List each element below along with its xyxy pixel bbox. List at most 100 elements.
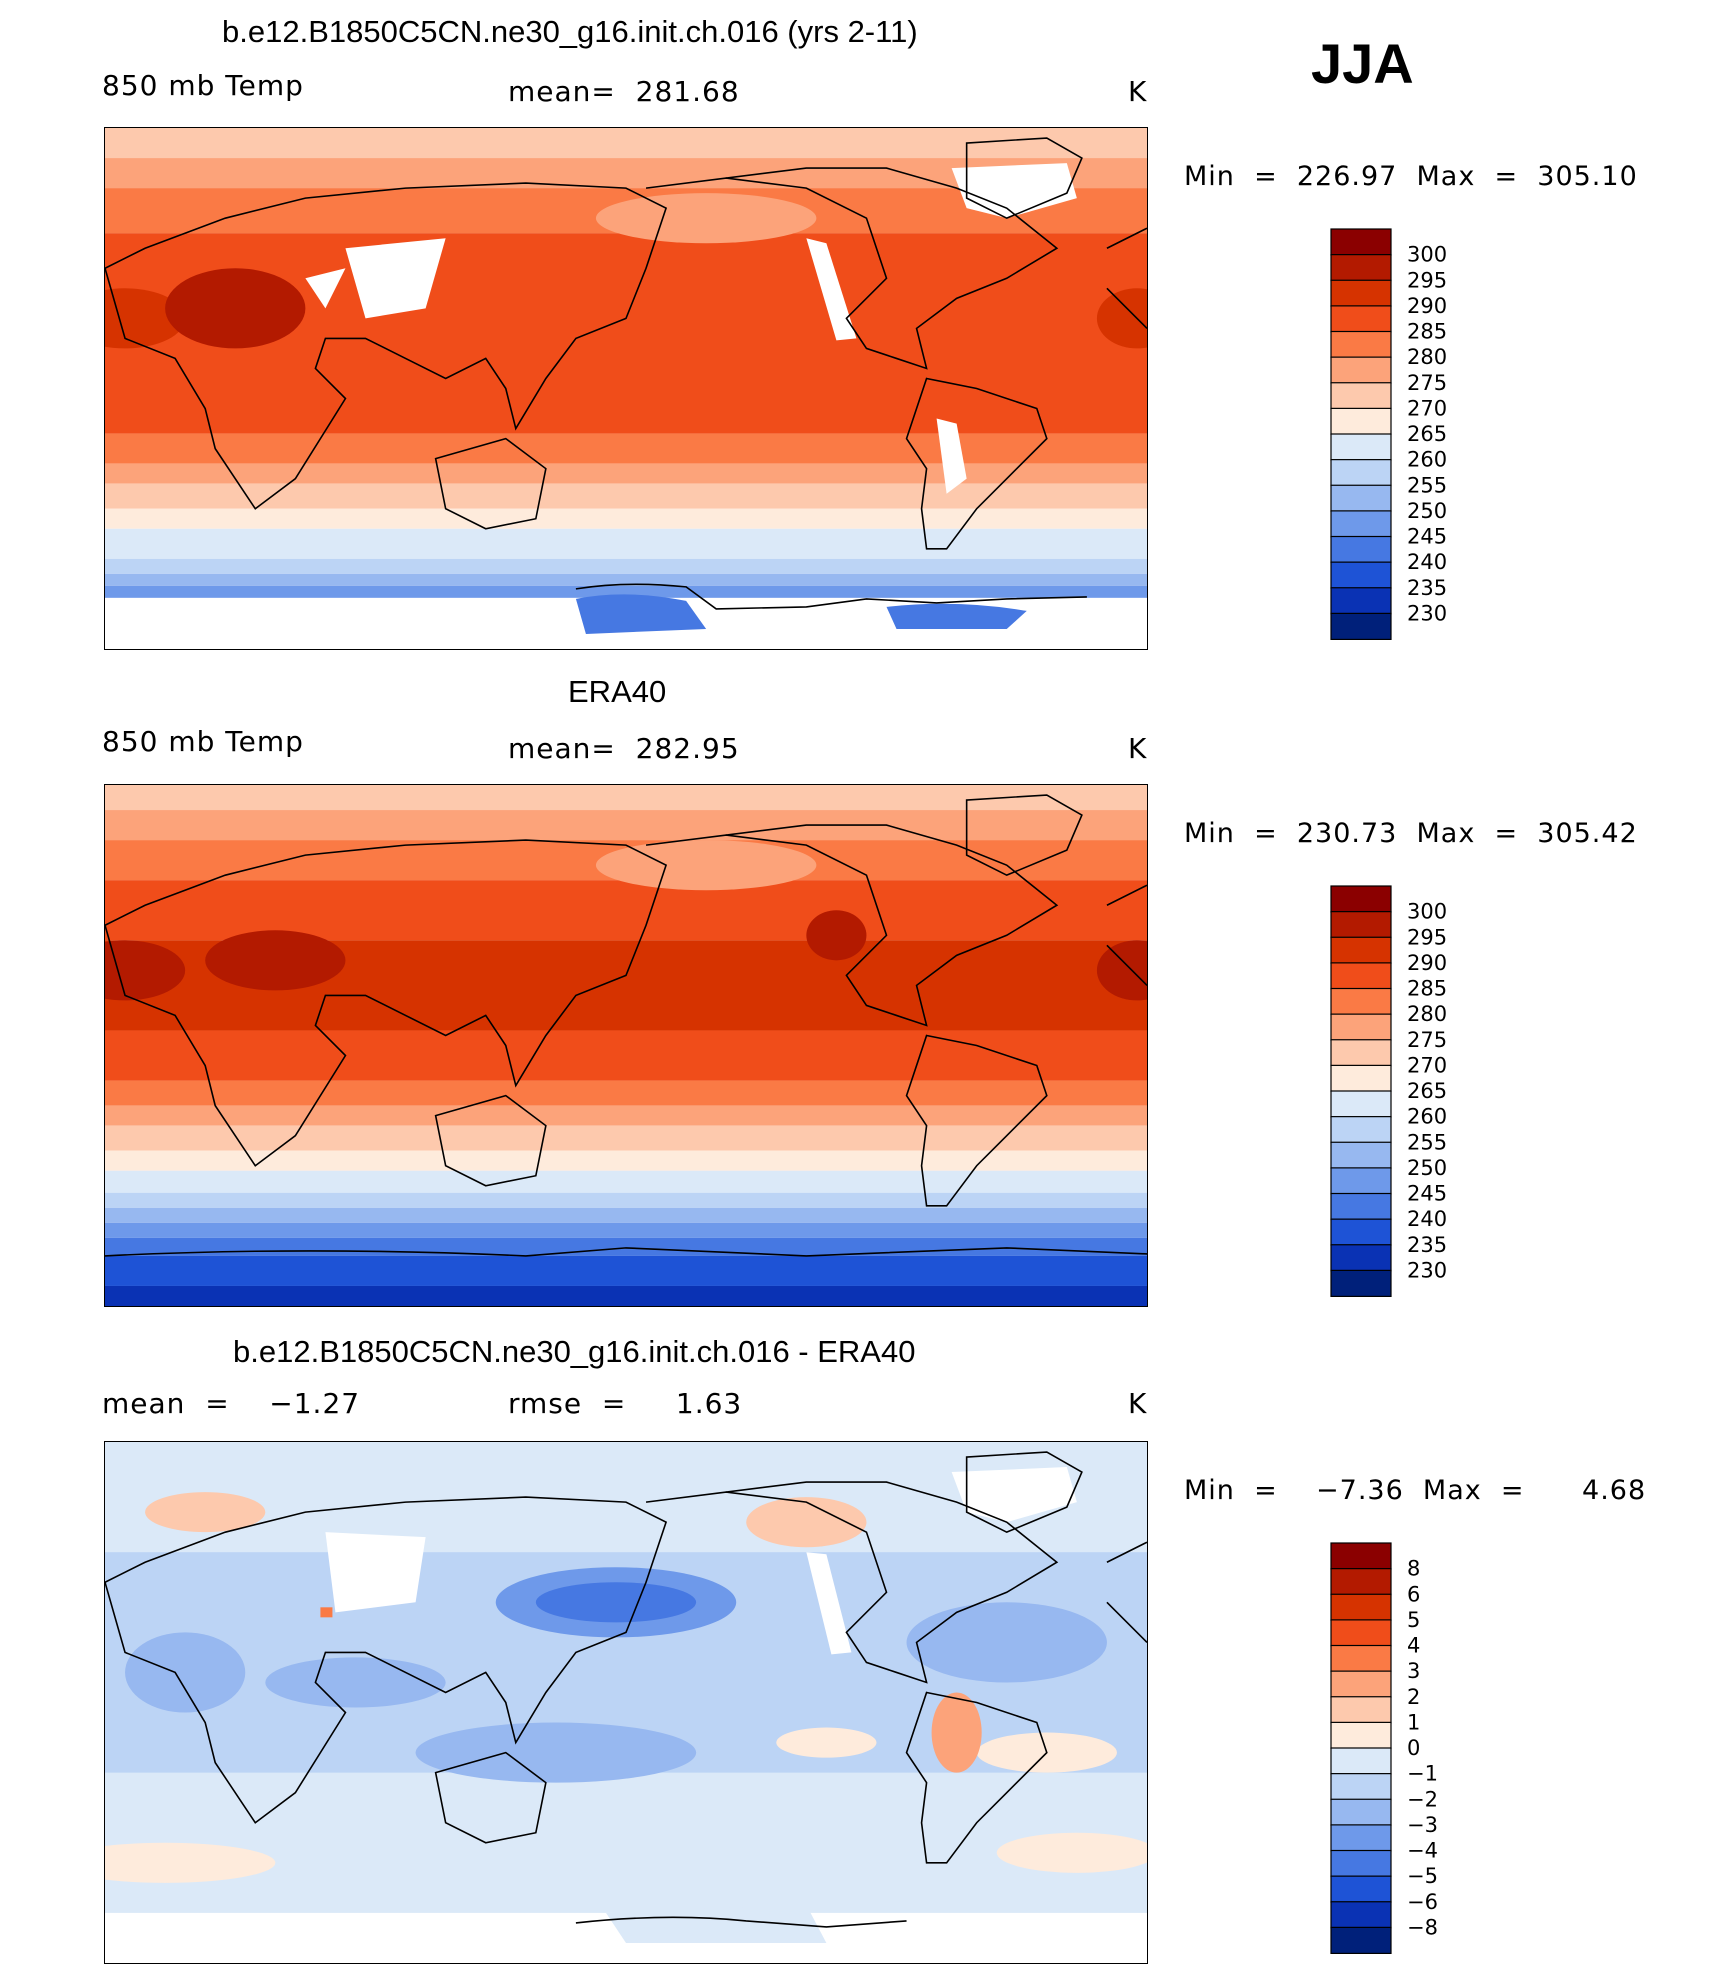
panel1-map [104, 127, 1148, 650]
colorbar-swatch [1330, 1141, 1392, 1169]
colorbar-swatch [1330, 1192, 1392, 1221]
colorbar-tick-label: 4 [1407, 1634, 1420, 1658]
colorbar-tick-label: 6 [1407, 1582, 1420, 1606]
colorbar-tick-label: 270 [1407, 1053, 1447, 1077]
colorbar-swatch [1330, 911, 1392, 939]
colorbar-swatch [1330, 1849, 1392, 1878]
panel1-colorbar: 300 295 290 285 280 275 270 265 260 255 250 245 240 2… [1330, 228, 1470, 641]
colorbar-tick-label: 235 [1407, 1233, 1447, 1257]
colorbar-tick-label: −4 [1407, 1839, 1438, 1863]
colorbar-tick-label: 235 [1407, 576, 1447, 600]
colorbar-tick-label: 3 [1407, 1659, 1420, 1683]
colorbar-swatch [1330, 1670, 1392, 1698]
colorbar-tick-label: 245 [1407, 525, 1447, 549]
colorbar-tick-label: 245 [1407, 1182, 1447, 1206]
colorbar-swatch [1330, 1167, 1392, 1195]
season-label: JJA [1311, 32, 1414, 95]
panel2-minmax: Min = 230.73 Max = 305.42 [1184, 818, 1638, 849]
colorbar-swatch [1330, 407, 1392, 436]
colorbar-swatch [1330, 279, 1392, 307]
colorbar-swatch [1330, 1619, 1392, 1647]
colorbar-tick-label: −8 [1407, 1915, 1438, 1939]
colorbar-swatch [1330, 1593, 1392, 1621]
panel1-field [105, 128, 1147, 649]
panel1-mean-label: mean= 281.68 [508, 75, 740, 108]
colorbar-swatch [1330, 885, 1392, 913]
colorbar-tick-label: 300 [1407, 900, 1447, 924]
colorbar-swatch [1330, 330, 1392, 359]
colorbar-tick-label: 250 [1407, 1156, 1447, 1180]
colorbar-swatch [1330, 987, 1392, 1016]
colorbar-tick-label: 280 [1407, 1002, 1447, 1026]
colorbar-tick-label: 260 [1407, 448, 1447, 472]
colorbar-tick-label: 260 [1407, 1105, 1447, 1129]
colorbar-tick-label: 295 [1407, 268, 1447, 292]
panel2-colorbar: 300 295 290 285 280 275 270 265 260 255 250 245 240 2… [1330, 885, 1470, 1298]
colorbar-tick-label: 2 [1407, 1685, 1420, 1709]
panel3-units-label: K [1128, 1387, 1148, 1420]
panel2-title: ERA40 [568, 674, 667, 709]
colorbar-swatch [1330, 1244, 1392, 1272]
colorbar-swatch [1330, 1798, 1392, 1826]
colorbar-swatch [1330, 1542, 1392, 1570]
colorbar-swatch [1330, 1747, 1392, 1775]
panel3-minmax: Min = −7.36 Max = 4.68 [1184, 1475, 1647, 1506]
colorbar-tick-label: −6 [1407, 1890, 1438, 1914]
colorbar-tick-label: 240 [1407, 1207, 1447, 1231]
colorbar-swatch [1330, 1824, 1392, 1852]
colorbar-tick-label: 240 [1407, 550, 1447, 574]
colorbar-swatch [1330, 1039, 1392, 1067]
colorbar-swatch [1330, 1644, 1392, 1673]
colorbar-tick-label: 230 [1407, 1258, 1447, 1282]
colorbar-swatch [1330, 433, 1392, 461]
panel1-variable-label: 850 mb Temp [102, 69, 304, 102]
panel1-title: b.e12.B1850C5CN.ne30_g16.init.ch.016 (yr… [222, 14, 918, 49]
panel1-minmax: Min = 226.97 Max = 305.10 [1184, 161, 1638, 192]
colorbar-swatch [1330, 1218, 1392, 1246]
colorbar-tick-label: 255 [1407, 1130, 1447, 1154]
colorbar-swatch [1330, 1090, 1392, 1118]
colorbar-swatch [1330, 1269, 1392, 1298]
colorbar-tick-label: 5 [1407, 1608, 1420, 1632]
colorbar-tick-label: 285 [1407, 320, 1447, 344]
colorbar-tick-label: 8 [1407, 1557, 1420, 1581]
panel3-map [104, 1441, 1148, 1964]
colorbar-swatch [1330, 962, 1392, 990]
colorbar-tick-label: 285 [1407, 977, 1447, 1001]
colorbar-swatch [1330, 936, 1392, 964]
colorbar-swatch [1330, 587, 1392, 615]
colorbar-swatch [1330, 612, 1392, 641]
colorbar-tick-label: 290 [1407, 951, 1447, 975]
colorbar-swatch [1330, 382, 1392, 410]
colorbar-swatch [1330, 1568, 1392, 1596]
colorbar-tick-label: −2 [1407, 1787, 1438, 1811]
colorbar-tick-label: 290 [1407, 294, 1447, 318]
colorbar-tick-label: −3 [1407, 1813, 1438, 1837]
colorbar-swatch [1330, 254, 1392, 282]
colorbar-swatch [1330, 356, 1392, 384]
colorbar-tick-label: 280 [1407, 345, 1447, 369]
colorbar-swatch [1330, 1013, 1392, 1041]
colorbar-swatch [1330, 561, 1392, 589]
colorbar-swatch [1330, 1696, 1392, 1724]
panel2-variable-label: 850 mb Temp [102, 725, 304, 758]
panel3-field [105, 1442, 1147, 1963]
colorbar-swatch [1330, 305, 1392, 333]
colorbar-swatch [1330, 1116, 1392, 1144]
colorbar-swatch [1330, 459, 1392, 487]
panel3-title: b.e12.B1850C5CN.ne30_g16.init.ch.016 - E… [233, 1334, 916, 1369]
colorbar-swatch [1330, 1926, 1392, 1955]
colorbar-tick-label: −5 [1407, 1864, 1438, 1888]
colorbar-tick-label: 275 [1407, 1028, 1447, 1052]
panel2-map [104, 784, 1148, 1307]
panel2-units-label: K [1128, 732, 1148, 765]
colorbar-swatch [1330, 1064, 1392, 1093]
colorbar-tick-label: 275 [1407, 371, 1447, 395]
colorbar-tick-label: 295 [1407, 925, 1447, 949]
colorbar-swatch [1330, 228, 1392, 256]
colorbar-tick-label: −1 [1407, 1762, 1438, 1786]
panel2-mean-label: mean= 282.95 [508, 732, 740, 765]
colorbar-swatch [1330, 535, 1392, 564]
colorbar-swatch [1330, 1901, 1392, 1929]
colorbar-tick-label: 250 [1407, 499, 1447, 523]
